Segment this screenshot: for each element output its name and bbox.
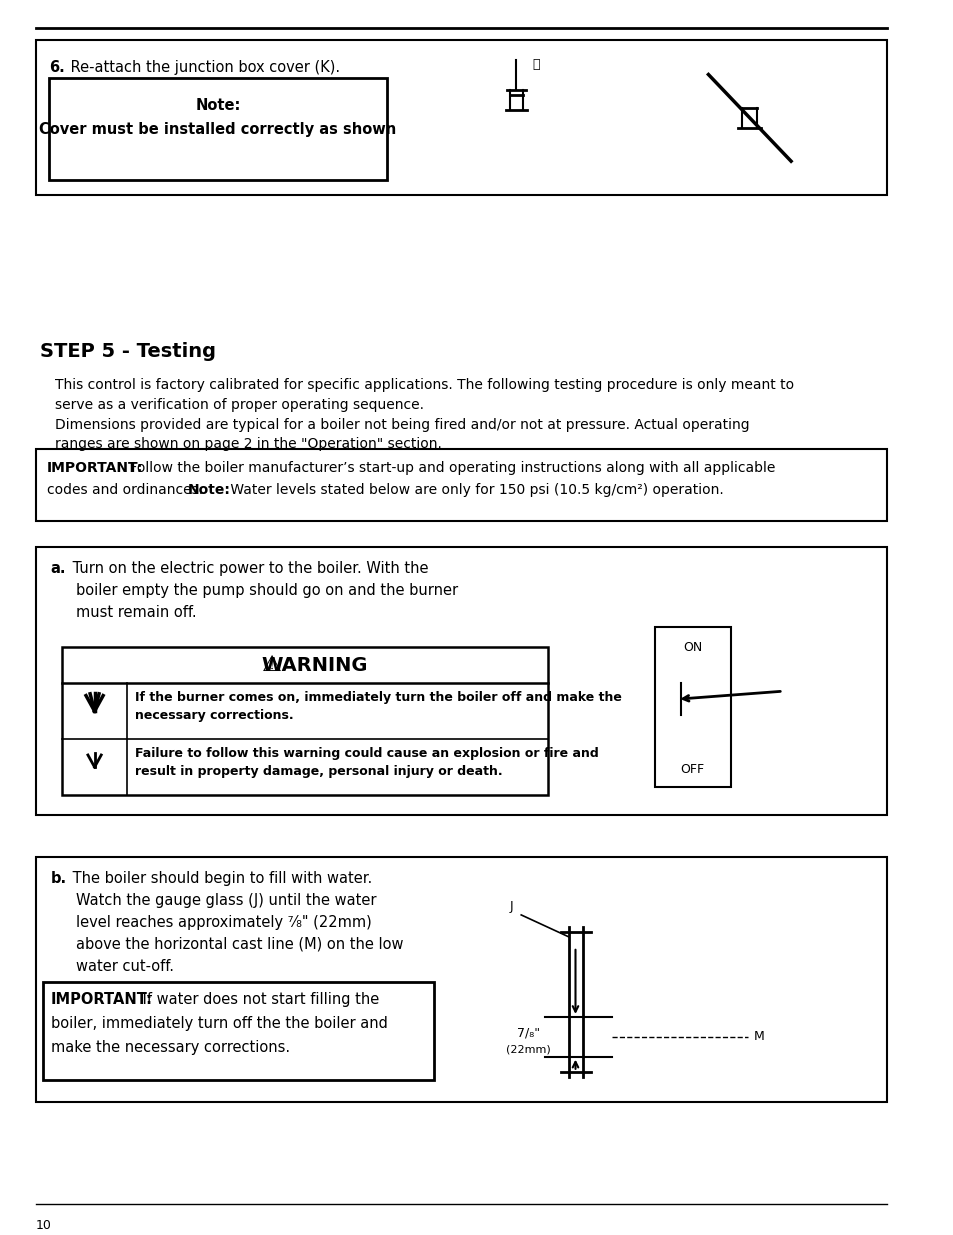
Text: IMPORTANT:: IMPORTANT:	[51, 992, 152, 1007]
Text: b.: b.	[51, 871, 67, 885]
Text: WARNING: WARNING	[261, 656, 368, 674]
Text: J: J	[509, 900, 513, 914]
Text: water cut-off.: water cut-off.	[75, 958, 173, 974]
Text: (22mm): (22mm)	[506, 1045, 551, 1055]
Text: If water does not start filling the: If water does not start filling the	[138, 992, 379, 1007]
Text: M: M	[753, 1030, 764, 1044]
Text: above the horizontal cast line (M) on the low: above the horizontal cast line (M) on th…	[75, 937, 402, 952]
Text: Cover must be installed correctly as shown: Cover must be installed correctly as sho…	[39, 122, 396, 137]
Text: boiler, immediately turn off the the boiler and: boiler, immediately turn off the the boi…	[51, 1016, 387, 1031]
Bar	[654, 627, 730, 787]
Text: must remain off.: must remain off.	[75, 605, 196, 620]
Text: serve as a verification of proper operating sequence.: serve as a verification of proper operat…	[54, 398, 423, 411]
Text: Note:: Note:	[195, 98, 240, 112]
Text: Note:: Note:	[188, 483, 231, 498]
Text: If the burner comes on, immediately turn the boiler off and make the: If the burner comes on, immediately turn…	[134, 692, 620, 704]
Text: Re-attach the junction box cover (K).: Re-attach the junction box cover (K).	[66, 61, 340, 75]
Bar	[43, 982, 434, 1079]
Text: boiler empty the pump should go on and the burner: boiler empty the pump should go on and t…	[75, 583, 457, 598]
Text: ON: ON	[682, 641, 701, 653]
Bar	[35, 40, 886, 195]
Bar	[35, 857, 886, 1102]
Text: result in property damage, personal injury or death.: result in property damage, personal inju…	[134, 766, 501, 778]
Text: make the necessary corrections.: make the necessary corrections.	[51, 1040, 290, 1055]
Text: Watch the gauge glass (J) until the water: Watch the gauge glass (J) until the wate…	[75, 893, 375, 908]
Text: Ⓚ: Ⓚ	[532, 58, 539, 70]
Text: codes and ordinances.: codes and ordinances.	[47, 483, 207, 498]
Text: The boiler should begin to fill with water.: The boiler should begin to fill with wat…	[68, 871, 372, 885]
Bar	[62, 647, 547, 795]
Text: ranges are shown on page 2 in the "Operation" section.: ranges are shown on page 2 in the "Opera…	[54, 437, 441, 452]
Bar	[35, 450, 886, 521]
Text: 7/₈": 7/₈"	[517, 1026, 539, 1040]
Text: Water levels stated below are only for 150 psi (10.5 kg/cm²) operation.: Water levels stated below are only for 1…	[226, 483, 723, 498]
Text: Turn on the electric power to the boiler. With the: Turn on the electric power to the boiler…	[68, 562, 428, 577]
Text: STEP 5 - Testing: STEP 5 - Testing	[40, 342, 216, 361]
Text: level reaches approximately ⁷⁄₈" (22mm): level reaches approximately ⁷⁄₈" (22mm)	[75, 915, 371, 930]
Text: Failure to follow this warning could cause an explosion or fire and: Failure to follow this warning could cau…	[134, 747, 598, 760]
Bar	[35, 547, 886, 815]
Text: ⚠: ⚠	[261, 656, 281, 676]
Text: necessary corrections.: necessary corrections.	[134, 709, 293, 722]
Text: 6.: 6.	[49, 61, 65, 75]
Bar	[49, 78, 387, 180]
Text: Dimensions provided are typical for a boiler not being fired and/or not at press: Dimensions provided are typical for a bo…	[54, 417, 748, 431]
Text: a.: a.	[51, 562, 66, 577]
Text: OFF: OFF	[679, 762, 704, 776]
Text: 10: 10	[35, 1219, 51, 1231]
Text: This control is factory calibrated for specific applications. The following test: This control is factory calibrated for s…	[54, 378, 793, 391]
Text: Follow the boiler manufacturer’s start-up and operating instructions along with : Follow the boiler manufacturer’s start-u…	[125, 462, 775, 475]
Text: IMPORTANT:: IMPORTANT:	[47, 462, 143, 475]
